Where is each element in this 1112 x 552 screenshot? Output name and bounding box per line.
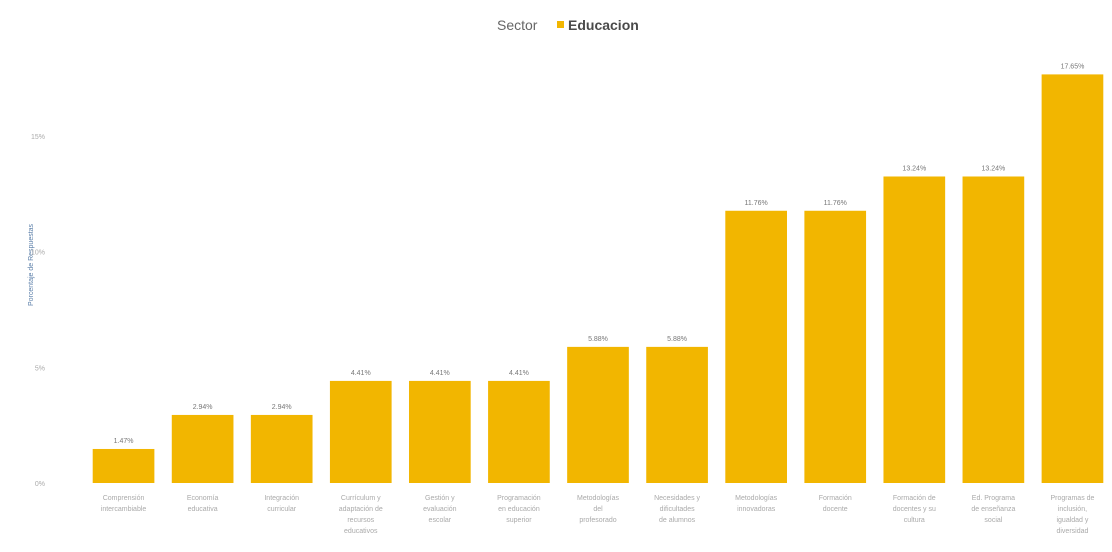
bar[interactable] — [250, 414, 313, 483]
data-label: 5.88% — [588, 336, 608, 343]
x-tick-label: Formación docente — [819, 495, 852, 513]
x-tick-label: Integración curricular — [264, 495, 299, 513]
x-tick-label: Economía educativa — [187, 495, 219, 513]
legend-title: Sector — [497, 17, 538, 33]
y-tick-label: 15% — [31, 134, 45, 141]
x-tick-label: Currículum y adaptación de recursos educati… — [339, 495, 383, 535]
y-tick-label: 0% — [35, 481, 45, 488]
y-tick-label: 10% — [31, 250, 45, 257]
bar[interactable] — [488, 380, 550, 483]
data-label: 4.41% — [351, 370, 371, 377]
data-label: 17.65% — [1061, 63, 1085, 70]
bar[interactable] — [725, 210, 787, 483]
data-label: 4.41% — [509, 370, 529, 377]
y-tick-label: 5% — [35, 365, 45, 372]
data-label: 13.24% — [902, 165, 926, 172]
x-tick-label: Necesidades y dificultades de alumnos — [654, 495, 700, 524]
data-label: 2.94% — [272, 404, 292, 411]
x-tick-label: Metodologías innovadoras — [735, 495, 778, 513]
bar[interactable] — [962, 176, 1025, 484]
bar[interactable] — [92, 448, 155, 483]
bar[interactable] — [883, 176, 946, 484]
data-label: 11.76% — [745, 200, 768, 207]
data-label: 11.76% — [824, 200, 847, 207]
bars — [92, 74, 1104, 484]
legend-series-name: Educacion — [568, 17, 639, 33]
x-tick-label: Formación de docentes y su cultura — [893, 495, 936, 524]
data-label: 1.47% — [114, 438, 134, 445]
data-label: 2.94% — [193, 404, 213, 411]
x-tick-label: Metodologías del profesorado — [577, 495, 620, 524]
bar[interactable] — [329, 380, 392, 483]
bar[interactable] — [409, 380, 471, 483]
x-tick-label: Ed. Programa de enseñanza social — [971, 495, 1015, 524]
bar[interactable] — [804, 210, 867, 483]
bar[interactable] — [1041, 74, 1104, 484]
y-axis-ticks: 0% 5% 10% 15% — [31, 134, 45, 488]
bar[interactable] — [646, 346, 708, 483]
data-labels: 1.47% 2.94% 2.94% 4.41% 4.41% 4.41% 5.88% 5.88%… — [114, 63, 1085, 445]
legend-swatch — [557, 21, 564, 28]
x-tick-label: Programación en educación superior — [497, 495, 541, 524]
data-label: 13.24% — [982, 165, 1006, 172]
data-label: 4.41% — [430, 370, 450, 377]
y-axis-label: Porcentaje de Respuestas — [28, 223, 35, 306]
bar[interactable] — [567, 346, 629, 483]
x-tick-label: Gestión y evaluación escolar — [423, 495, 457, 524]
data-label: 5.88% — [667, 336, 687, 343]
x-tick-label: Comprensión intercambiable — [101, 495, 147, 513]
bar[interactable] — [171, 414, 234, 483]
x-axis-ticks: Comprensión intercambiable Economía educati… — [101, 495, 1095, 535]
legend: Sector Educacion — [497, 17, 639, 33]
x-tick-label: Programas de inclusión, igualdad y diversid… — [1050, 495, 1094, 535]
